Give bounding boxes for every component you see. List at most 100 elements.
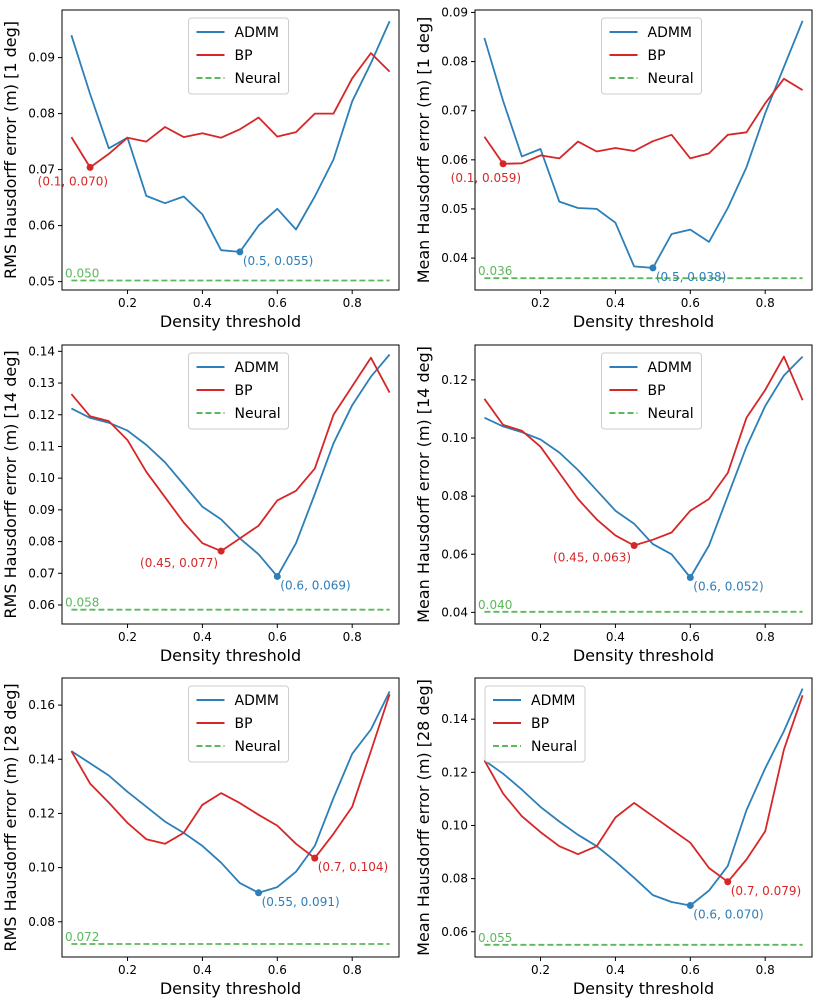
y-tick-label: 0.04	[441, 605, 468, 619]
min-marker-admm	[273, 572, 281, 580]
legend-label-neural: Neural	[648, 71, 694, 87]
series-line-bp	[483, 355, 804, 547]
annotation-label: 0.040	[478, 598, 512, 612]
x-tick-label: 0.8	[343, 296, 362, 310]
legend-label-neural: Neural	[235, 739, 281, 755]
annotation-label: (0.1, 0.070)	[38, 174, 108, 188]
x-tick-label: 0.6	[268, 296, 287, 310]
min-marker-admm	[236, 248, 244, 256]
series-line-bp	[70, 52, 391, 169]
y-axis-label: Mean Hausdorff error (m) [28 deg]	[414, 679, 433, 956]
legend-label-admm: ADMM	[648, 25, 693, 41]
x-axis-label: Density threshold	[160, 312, 301, 331]
x-tick-label: 0.2	[531, 296, 550, 310]
annotation-label: (0.6, 0.069)	[280, 578, 350, 592]
annotation-label: (0.6, 0.052)	[693, 580, 763, 594]
series-line-admm	[484, 355, 804, 579]
series-line-bp	[70, 356, 391, 552]
min-marker-admm	[649, 264, 657, 272]
x-tick-label: 0.6	[268, 630, 287, 644]
annotation-label: 0.036	[478, 264, 512, 278]
y-tick-label: 0.12	[441, 373, 468, 387]
y-tick-label: 0.09	[28, 503, 55, 517]
y-tick-label: 0.07	[441, 104, 468, 118]
annotation-label: 0.072	[65, 930, 99, 944]
y-tick-label: 0.12	[441, 765, 468, 779]
y-tick-label: 0.10	[28, 471, 55, 485]
legend-box	[188, 352, 289, 430]
min-marker-bp	[86, 163, 94, 171]
annotation-label: (0.7, 0.104)	[318, 860, 388, 874]
y-tick-label: 0.08	[28, 915, 55, 929]
annotation-label: (0.5, 0.038)	[656, 270, 726, 284]
x-tick-label: 0.2	[118, 963, 137, 977]
y-tick-label: 0.06	[441, 153, 468, 167]
x-tick-label: 0.2	[531, 630, 550, 644]
legend-label-neural: Neural	[531, 739, 577, 755]
y-tick-label: 0.12	[28, 408, 55, 422]
min-marker-admm	[255, 889, 263, 897]
legend-box	[601, 17, 702, 95]
legend-box	[484, 685, 586, 763]
x-tick-label: 0.6	[268, 963, 287, 977]
y-tick-label: 0.06	[441, 547, 468, 561]
x-tick-label: 0.8	[343, 630, 362, 644]
y-tick-label: 0.10	[441, 818, 468, 832]
y-tick-label: 0.09	[441, 5, 468, 19]
series-line-bp	[70, 694, 391, 859]
chart-panel-4: 0.2 0.4 0.6 0.8 0.04 0.06 0.08 0.10 0.12 Density …	[414, 344, 813, 665]
x-tick-label: 0.6	[681, 963, 700, 977]
min-marker-admm	[686, 901, 694, 909]
annotation-label: 0.058	[65, 596, 99, 610]
y-tick-label: 0.13	[28, 376, 55, 390]
y-axis-label: Mean Hausdorff error (m) [1 deg]	[414, 17, 433, 284]
y-tick-label: 0.07	[28, 566, 55, 580]
y-tick-label: 0.08	[28, 535, 55, 549]
y-tick-label: 0.08	[441, 872, 468, 886]
annotation-label: (0.45, 0.077)	[140, 556, 218, 570]
min-marker-admm	[686, 574, 694, 581]
x-tick-label: 0.4	[193, 630, 212, 644]
x-tick-label: 0.8	[756, 296, 775, 310]
series-line-bp	[483, 695, 804, 883]
y-tick-label: 0.08	[441, 55, 468, 69]
min-marker-bp	[217, 547, 225, 555]
legend-box	[188, 685, 289, 763]
y-tick-label: 0.07	[28, 163, 55, 177]
y-tick-label: 0.05	[441, 202, 468, 216]
y-tick-label: 0.06	[28, 219, 55, 233]
legend-label-admm: ADMM	[235, 360, 280, 376]
legend-label-neural: Neural	[235, 71, 281, 87]
annotation-label: (0.7, 0.079)	[731, 884, 801, 898]
annotation-label: 0.050	[65, 266, 99, 280]
y-axis-label: RMS Hausdorff error (m) [14 deg]	[1, 350, 20, 618]
chart-panel-3: 0.2 0.4 0.6 0.8 0.06 0.07 0.08 0.09 0.10 0.11 0.12…	[1, 344, 400, 665]
legend-label-admm: ADMM	[235, 693, 280, 709]
legend-label-bp: BP	[648, 383, 666, 399]
x-tick-label: 0.8	[756, 963, 775, 977]
y-tick-label: 0.04	[441, 251, 468, 265]
series-line-admm	[483, 20, 804, 269]
series-line-admm	[483, 688, 804, 907]
legend-label-bp: BP	[235, 48, 253, 64]
y-axis-label: RMS Hausdorff error (m) [1 deg]	[1, 21, 20, 279]
annotation-label: (0.6, 0.070)	[693, 907, 763, 921]
y-tick-label: 0.11	[28, 439, 55, 453]
series-line-bp	[483, 77, 804, 165]
x-tick-label: 0.4	[606, 296, 625, 310]
legend-label-neural: Neural	[648, 406, 694, 422]
y-tick-label: 0.08	[28, 107, 55, 121]
annotation-label: (0.45, 0.063)	[553, 551, 631, 565]
x-axis-label: Density threshold	[160, 646, 301, 665]
series-line-admm	[70, 353, 391, 578]
legend-label-bp: BP	[235, 716, 253, 732]
x-axis-label: Density threshold	[160, 979, 301, 998]
y-axis-label: RMS Hausdorff error (m) [28 deg]	[1, 683, 20, 951]
y-tick-label: 0.08	[441, 489, 468, 503]
y-tick-label: 0.05	[28, 275, 55, 289]
legend-box	[601, 352, 702, 430]
y-tick-label: 0.10	[28, 861, 55, 875]
annotation-label: (0.55, 0.091)	[262, 895, 340, 909]
annotation-label: 0.055	[478, 931, 512, 945]
